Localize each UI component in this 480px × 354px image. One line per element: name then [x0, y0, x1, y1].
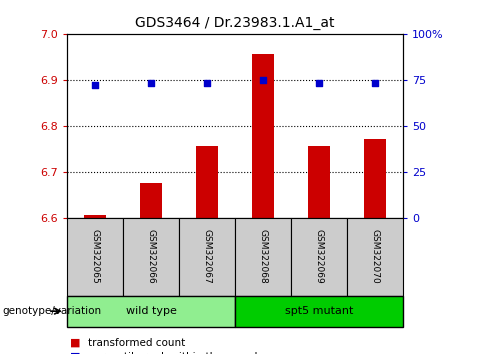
Title: GDS3464 / Dr.23983.1.A1_at: GDS3464 / Dr.23983.1.A1_at: [135, 16, 335, 30]
Text: GSM322065: GSM322065: [91, 229, 100, 284]
Text: spt5 mutant: spt5 mutant: [285, 306, 353, 316]
Point: [315, 80, 323, 86]
Bar: [308, 146, 330, 218]
Text: GSM322066: GSM322066: [147, 229, 156, 284]
Bar: [196, 146, 218, 218]
Text: transformed count: transformed count: [88, 338, 185, 348]
Text: genotype/variation: genotype/variation: [2, 306, 102, 316]
Text: GSM322068: GSM322068: [259, 229, 268, 284]
Bar: [140, 183, 162, 218]
Text: GSM322070: GSM322070: [371, 229, 380, 284]
Bar: [364, 139, 386, 218]
Text: wild type: wild type: [126, 306, 177, 316]
Text: ■: ■: [70, 352, 80, 354]
Text: ■: ■: [70, 338, 80, 348]
Point: [147, 80, 155, 86]
Bar: [84, 215, 107, 218]
Point: [91, 82, 99, 88]
Point: [259, 77, 267, 82]
Point: [372, 80, 379, 86]
Bar: [252, 54, 275, 218]
Point: [204, 80, 211, 86]
Text: GSM322067: GSM322067: [203, 229, 212, 284]
Text: GSM322069: GSM322069: [315, 229, 324, 284]
Text: percentile rank within the sample: percentile rank within the sample: [88, 352, 264, 354]
